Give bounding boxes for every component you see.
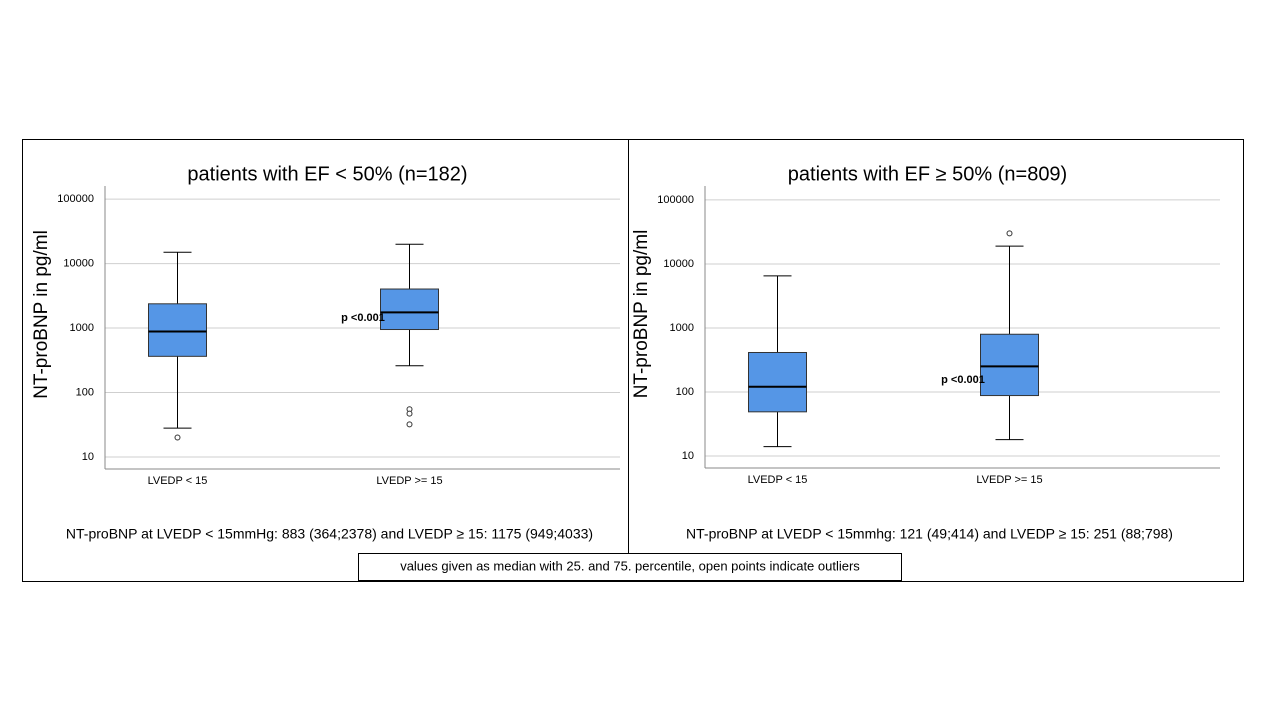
box [148, 303, 207, 357]
y-tick-label: 10000 [663, 258, 694, 270]
y-tick-label: 10000 [63, 258, 94, 270]
outlier [406, 421, 413, 428]
outlier [174, 434, 181, 441]
y-axis-label: NT-proBNP in pg/ml [31, 230, 52, 399]
box [380, 288, 439, 331]
y-tick-label: 10 [82, 451, 94, 463]
x-tick-label: LVEDP < 15 [748, 474, 808, 486]
x-tick-label: LVEDP < 15 [148, 475, 208, 487]
outlier [406, 410, 413, 417]
footnote: values given as median with 25. and 75. … [400, 558, 860, 573]
y-tick-label: 100 [76, 386, 94, 398]
y-tick-label: 100000 [657, 194, 694, 206]
caption: NT-proBNP at LVEDP < 15mmhg: 121 (49;414… [686, 526, 1173, 542]
chart-title: patients with EF ≥ 50% (n=809) [788, 163, 1067, 185]
box [980, 333, 1039, 397]
y-tick-label: 10 [682, 450, 694, 462]
box [748, 351, 807, 413]
y-tick-label: 1000 [70, 322, 94, 334]
y-tick-label: 1000 [670, 322, 694, 334]
footnote-box [358, 553, 902, 581]
frame [22, 139, 1244, 582]
annotation: p <0.001 [941, 374, 985, 386]
x-tick-label: LVEDP >= 15 [976, 474, 1042, 486]
y-tick-label: 100 [676, 386, 694, 398]
chart-title: patients with EF < 50% (n=182) [187, 163, 467, 185]
x-tick-label: LVEDP >= 15 [376, 475, 442, 487]
outlier [1006, 230, 1013, 237]
y-tick-label: 100000 [57, 193, 94, 205]
y-axis-label: NT-proBNP in pg/ml [631, 230, 652, 399]
caption: NT-proBNP at LVEDP < 15mmHg: 883 (364;23… [66, 526, 593, 542]
annotation: p <0.001 [341, 312, 385, 324]
